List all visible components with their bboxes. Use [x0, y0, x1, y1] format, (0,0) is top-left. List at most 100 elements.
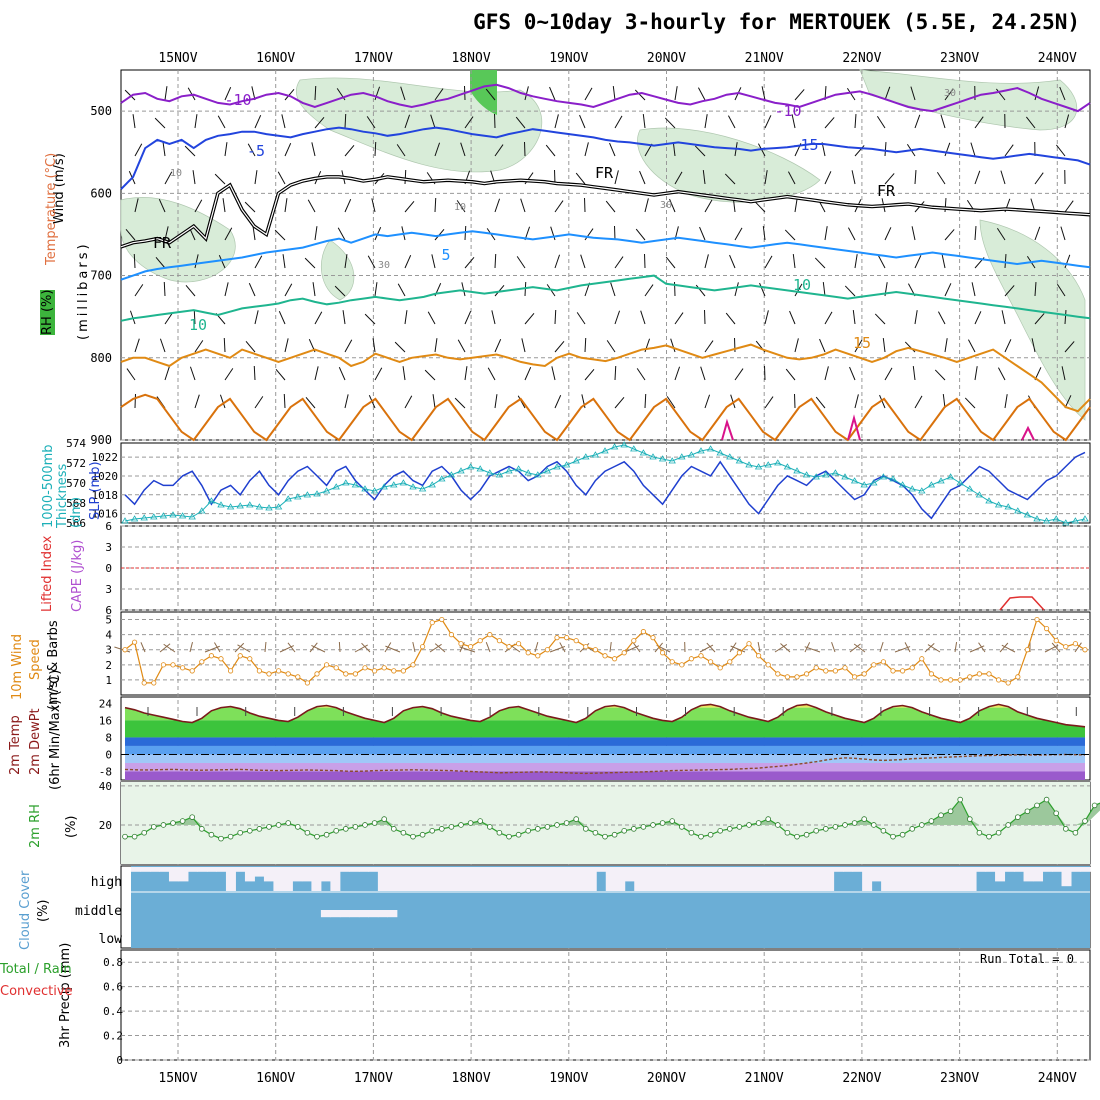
- rh2m-marker: [794, 833, 800, 840]
- rh2m-marker: [304, 829, 311, 836]
- wind-barb: [549, 86, 556, 101]
- run-total-label: Run Total = 0: [980, 952, 1074, 966]
- wind10-marker: [323, 662, 330, 668]
- wind-barb: [217, 115, 226, 129]
- wind10-marker: [544, 647, 551, 653]
- wind10-marker: [640, 629, 647, 635]
- rh-shading: [321, 239, 355, 301]
- wind10-marker: [794, 674, 800, 680]
- wind-barb: [636, 368, 646, 381]
- cloud-high-gap: [852, 867, 863, 872]
- wind10-marker: [669, 659, 675, 665]
- wind10-marker: [275, 668, 282, 674]
- wind-barb: [614, 310, 621, 325]
- cloud-high-gap: [757, 867, 768, 891]
- thickness-marker: [927, 481, 936, 488]
- rh2m-marker: [438, 826, 445, 832]
- wind-barb: [254, 255, 263, 269]
- thickness-marker: [668, 457, 676, 464]
- wind-barb: [545, 144, 556, 157]
- wind-barb: [284, 283, 293, 297]
- wind-barb: [1004, 144, 1014, 157]
- wind-barb: [194, 394, 200, 409]
- wind-barb: [457, 339, 466, 353]
- wind-barb: [910, 86, 916, 101]
- wind10-marker: [832, 668, 839, 674]
- wind10-barb: [338, 641, 341, 653]
- wind10-marker: [477, 638, 483, 644]
- thickness-tick-label: 566: [66, 517, 86, 530]
- cloud-high-gap: [1080, 867, 1091, 872]
- wind10-barb: [434, 643, 446, 653]
- panel-frame-upper-air: [120, 69, 1091, 441]
- cloud-high-gap: [463, 867, 474, 891]
- wind10-barb: [140, 642, 146, 653]
- cloud-high-gap: [558, 867, 569, 891]
- cloud-high-gap: [710, 867, 721, 891]
- rh2m-marker: [554, 822, 560, 828]
- rh2m-marker: [717, 828, 723, 834]
- cloud-high-gap: [1071, 867, 1082, 872]
- wind-barb: [874, 313, 886, 325]
- isotherm-peak: [1021, 425, 1035, 441]
- cloud-high-gap: [909, 867, 920, 891]
- thickness-marker: [121, 517, 129, 524]
- wind-barb: [314, 366, 319, 381]
- wind10m-axis-label: 10m Wind: [10, 633, 25, 700]
- wind-barb: [194, 340, 204, 353]
- wind-barb: [754, 201, 766, 213]
- cloud-high-gap: [643, 867, 654, 891]
- wind10-barb: [730, 645, 746, 653]
- wind-barb: [1034, 281, 1037, 297]
- wind-barb: [819, 338, 826, 353]
- wind-barb: [314, 85, 317, 101]
- wind10-barb: [361, 642, 371, 653]
- cloud-high-gap: [976, 867, 987, 872]
- thickness-marker: [514, 465, 523, 472]
- li-tick-label: 3: [105, 541, 112, 554]
- rh2m-marker: [525, 828, 531, 834]
- cloud-high-gap: [966, 867, 977, 891]
- wind10-barb: [311, 644, 326, 653]
- wind10-marker: [1053, 638, 1059, 644]
- wind-barb: [727, 115, 736, 129]
- wind10-barb: [849, 643, 861, 653]
- wind10-barb: [1044, 644, 1059, 653]
- wind-barb: [154, 117, 166, 129]
- rh2m-marker: [659, 820, 666, 826]
- contour-label: 30: [378, 260, 390, 271]
- precip-tick-label: 0.4: [103, 1005, 123, 1018]
- thickness-marker: [553, 463, 561, 470]
- wind10-marker: [631, 638, 637, 644]
- wind-barb: [704, 394, 711, 409]
- cloud-high-gap: [1004, 867, 1015, 872]
- wind-barb: [374, 282, 378, 297]
- temp-band: [125, 737, 1085, 746]
- wind-barb: [967, 339, 976, 353]
- thickness-marker: [159, 512, 168, 519]
- cloud-high-gap: [748, 867, 759, 891]
- wind10-marker: [141, 680, 147, 686]
- wind10-marker: [707, 659, 714, 665]
- thickness-marker: [898, 481, 907, 488]
- cloud-high-gap: [843, 867, 854, 872]
- thickness-marker: [399, 479, 408, 486]
- wind10-barb: [189, 641, 193, 653]
- wind-barb: [912, 366, 916, 381]
- pressure-tick-label: 600: [90, 186, 112, 200]
- precip-tick-label: 0.2: [103, 1030, 123, 1043]
- wind-barb: [1064, 254, 1071, 269]
- contour-label: 30: [944, 88, 956, 99]
- rh2m-marker: [486, 824, 493, 830]
- wind10-barb: [412, 641, 416, 653]
- wind10-barb: [924, 643, 935, 653]
- wind10-marker: [583, 644, 589, 650]
- cloud-middle-gap: [320, 910, 331, 918]
- cloud-high-gap: [178, 867, 189, 882]
- wind10-marker: [160, 662, 166, 668]
- thickness-marker: [1042, 517, 1051, 524]
- wind-barb: [223, 337, 226, 353]
- wind-barb: [974, 366, 978, 381]
- thickness-marker: [601, 447, 609, 454]
- rh2m-marker: [986, 833, 992, 840]
